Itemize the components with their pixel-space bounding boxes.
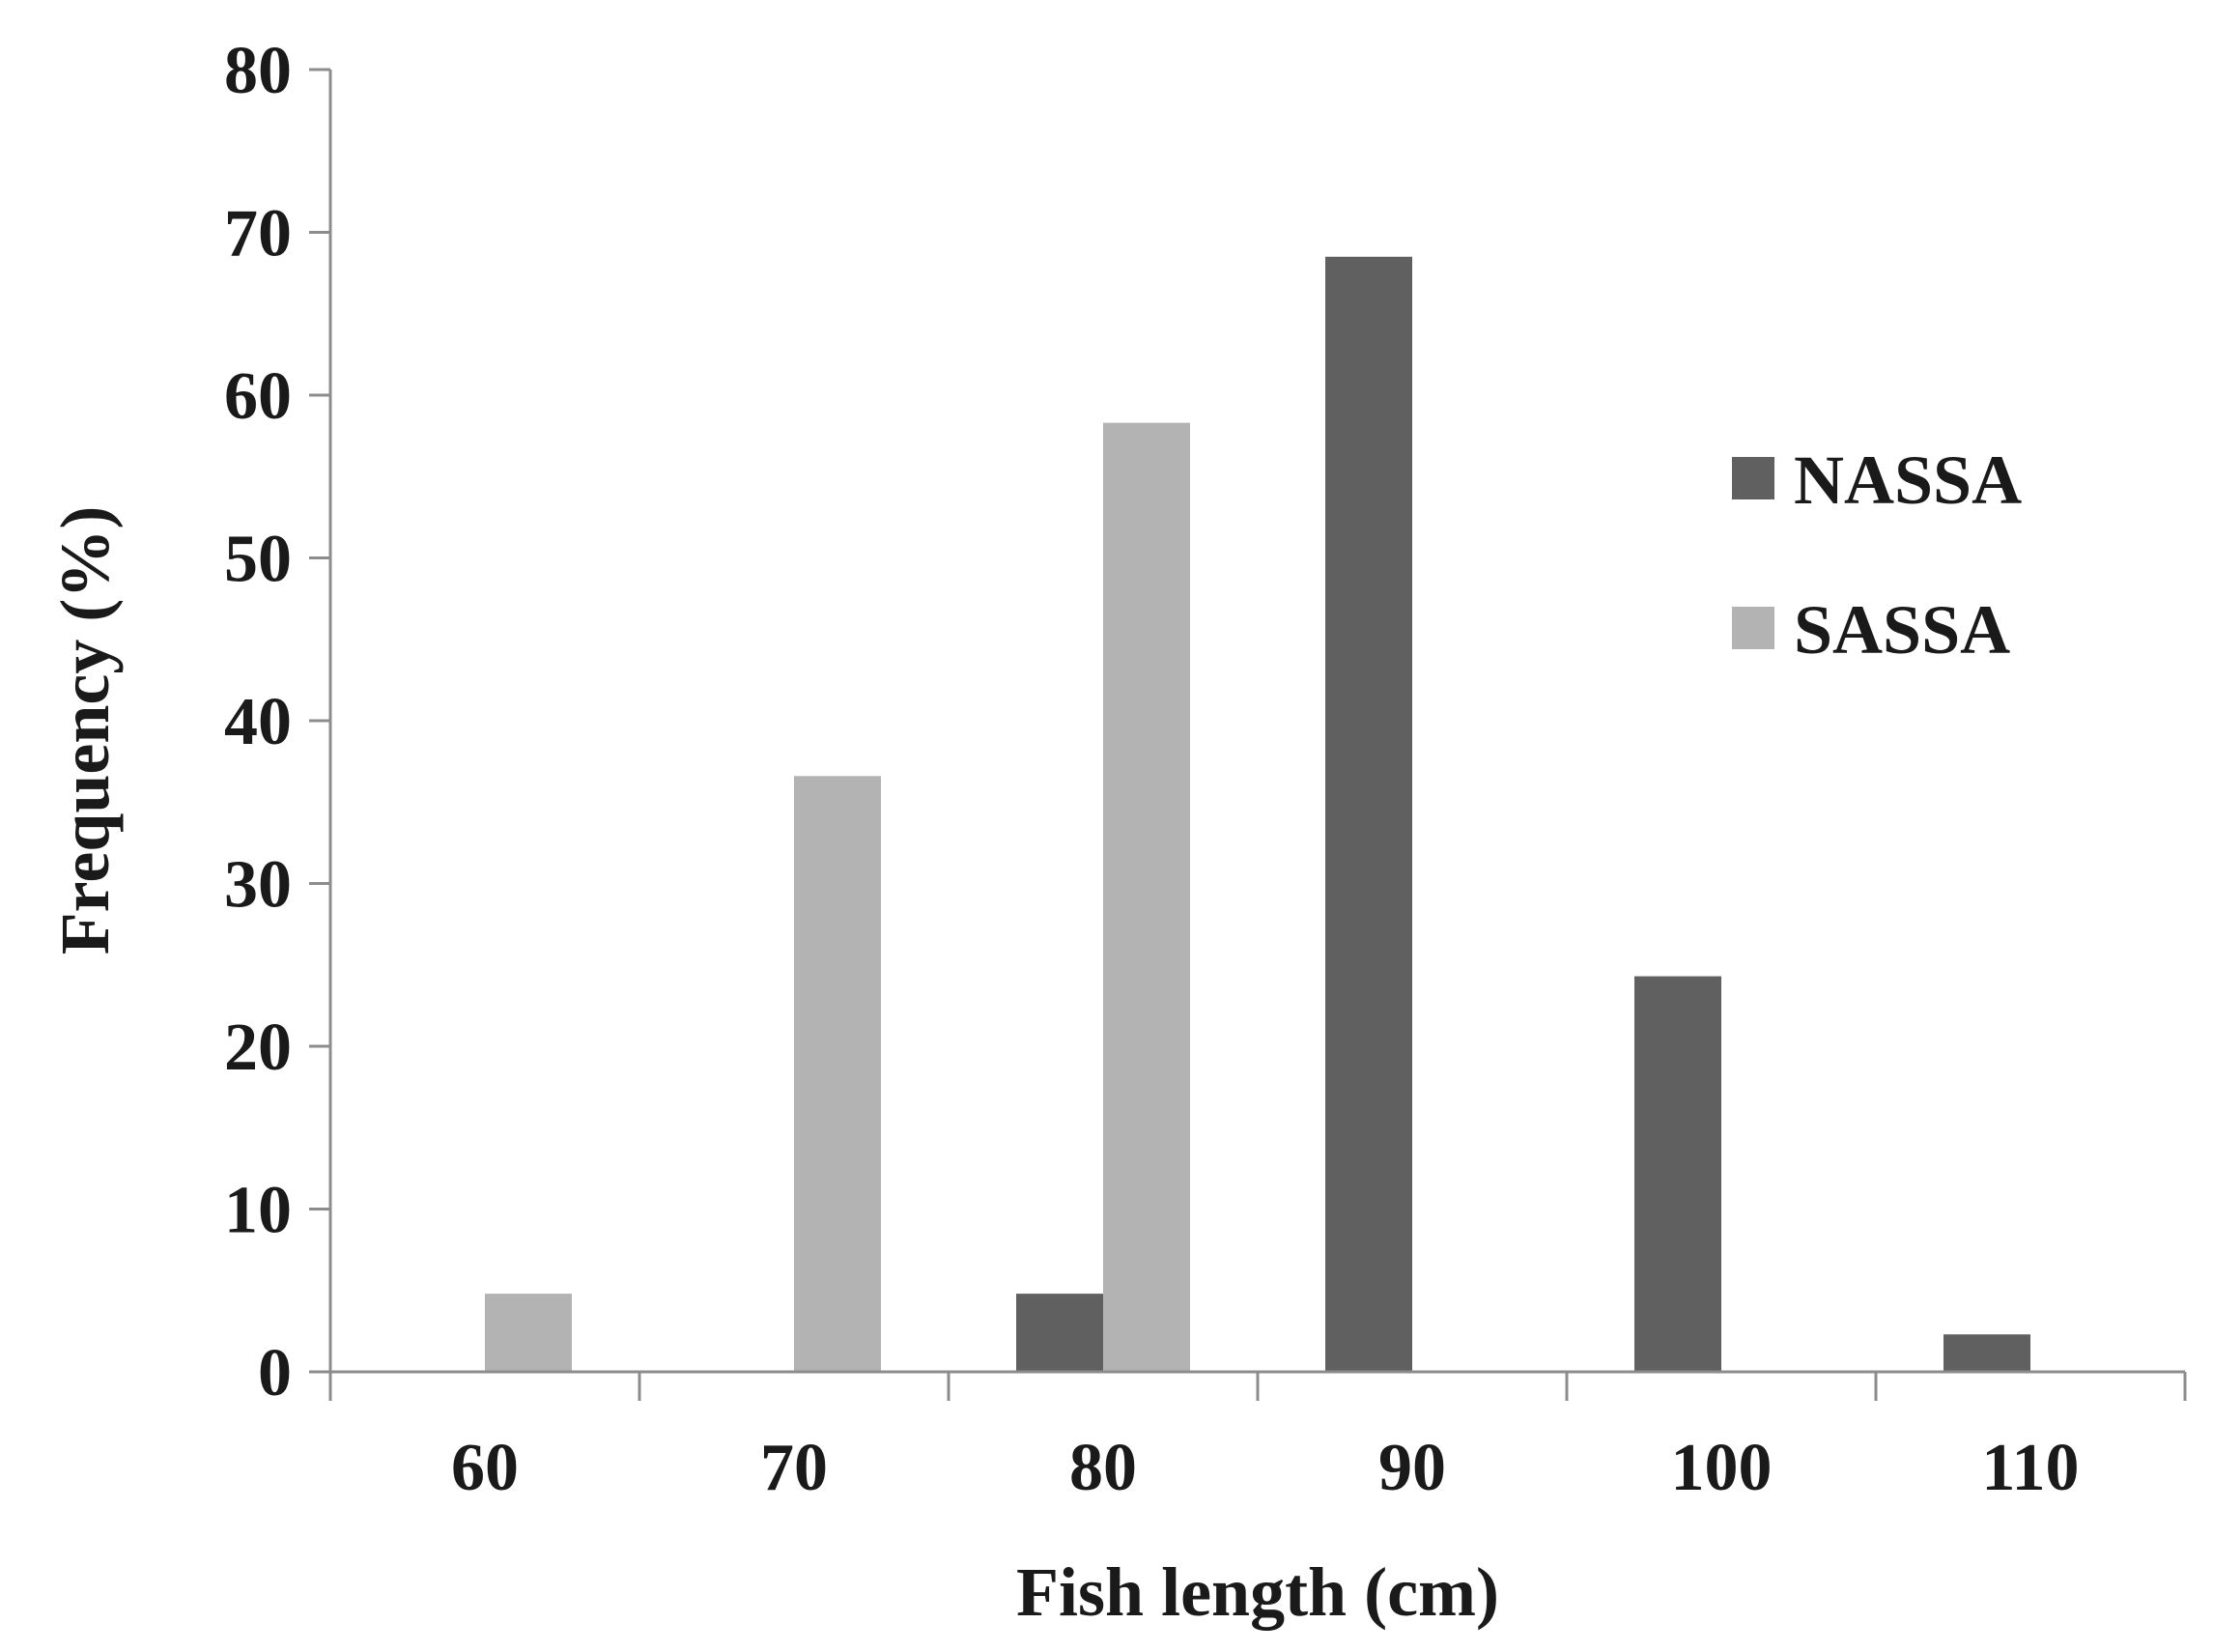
x-tick-label: 60 [451,1431,519,1505]
y-tick-label: 10 [224,1174,292,1248]
bar-nassa-80 [1016,1294,1103,1372]
legend: NASSA SASSA [1732,441,2022,669]
y-tick-label: 20 [224,1011,292,1085]
bar-nassa-100 [1634,976,1721,1372]
legend-swatch-nassa [1732,457,1774,499]
y-tick-label: 70 [224,197,292,271]
bar-sassa-80 [1103,422,1190,1372]
axes-layer [328,70,2185,1374]
y-tick-label: 50 [224,523,292,597]
y-tick-label: 40 [224,685,292,759]
y-tick-label: 80 [224,34,292,108]
bar-sassa-70 [794,776,881,1372]
legend-swatch-sassa [1732,607,1774,649]
y-tick-label: 30 [224,848,292,923]
x-tick-label: 90 [1378,1431,1446,1505]
x-tick-label: 80 [1069,1431,1137,1505]
x-tick-label: 110 [1981,1431,2079,1505]
y-axis-title: Frequency (%) [46,506,124,955]
y-tick-label: 0 [258,1336,292,1410]
x-tick-label: 100 [1671,1431,1773,1505]
bar-nassa-110 [1943,1334,2030,1372]
legend-label-sassa: SASSA [1794,591,2010,669]
bars-layer [485,256,2030,1372]
bar-sassa-60 [485,1294,572,1372]
ticks-layer: 0 10 20 30 40 50 60 70 80 60 70 80 90 100 110 [224,34,2187,1505]
x-tick-label: 70 [760,1431,828,1505]
bar-nassa-90 [1325,256,1412,1372]
legend-label-nassa: NASSA [1794,441,2022,519]
x-axis-title: Fish length (cm) [1016,1553,1499,1631]
y-tick-label: 60 [224,359,292,434]
